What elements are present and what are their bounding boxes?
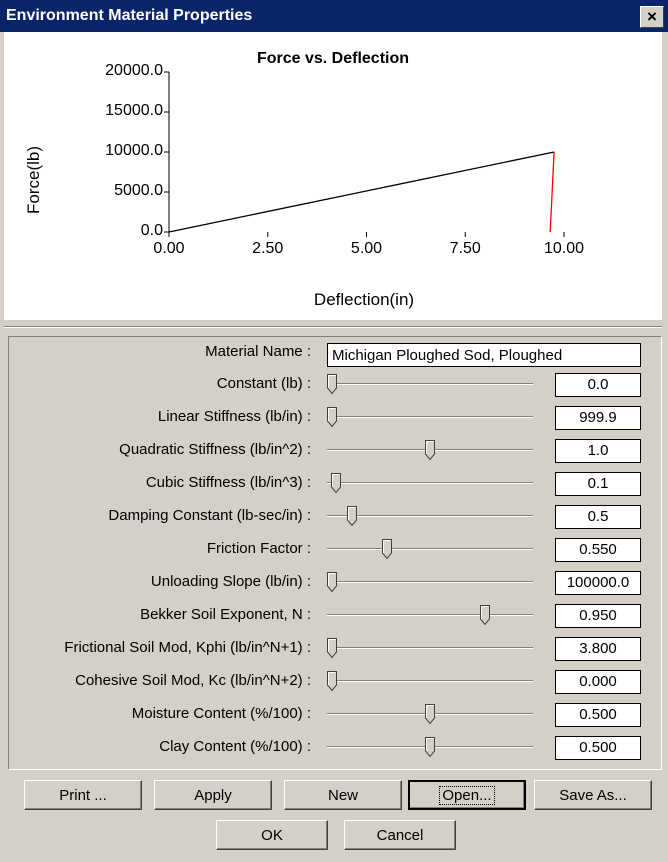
x-tick-label: 0.00 [153,240,185,257]
property-label: Cohesive Soil Mod, Kc (lb/in^N+2) : [75,672,311,689]
chart-panel: Force vs. Deflection 20000.0 15000.0 10000… [4,32,662,320]
property-row: Unloading Slope (lb/in) : 100000.0 [9,567,661,597]
property-row: Cohesive Soil Mod, Kc (lb/in^N+2) : 0.000 [9,666,661,696]
slider-track[interactable] [327,680,533,682]
slider-track[interactable] [327,383,533,385]
slider-thumb[interactable] [381,539,392,559]
property-value-input[interactable]: 0.000 [555,670,641,694]
property-value-input[interactable]: 0.550 [555,538,641,562]
property-label: Linear Stiffness (lb/in) : [157,408,311,425]
x-tick-label: 7.50 [449,240,481,257]
material-name-label: Material Name : [205,343,311,360]
property-value-input[interactable]: 0.0 [555,373,641,397]
y-tick-label: 15000.0 [105,102,163,119]
slider-track[interactable] [327,614,533,616]
y-tick-label: 5000.0 [114,182,163,199]
slider-thumb[interactable] [327,671,337,691]
open-button-label: Open... [439,786,495,805]
material-name-input[interactable]: Michigan Ploughed Sod, Ploughed [327,343,641,367]
properties-form: Material Name : Michigan Ploughed Sod, P… [8,336,662,770]
y-tick-label: 20000.0 [105,62,163,79]
property-label: Bekker Soil Exponent, N : [140,606,311,623]
material-name-row: Material Name : Michigan Ploughed Sod, P… [9,337,661,367]
property-row: Cubic Stiffness (lb/in^3) : 0.1 [9,468,661,498]
slider-track[interactable] [327,548,533,550]
property-label: Damping Constant (lb-sec/in) : [108,507,311,524]
property-row: Linear Stiffness (lb/in) : 999.9 [9,402,661,432]
slider-thumb[interactable] [425,704,435,724]
property-label: Clay Content (%/100) : [159,738,311,755]
new-button[interactable]: New [284,780,402,810]
x-axis-label: Deflection(in) [313,290,415,309]
save-as-button[interactable]: Save As... [534,780,652,810]
slider-thumb[interactable] [327,638,337,658]
slider-thumb[interactable] [327,374,337,394]
slider-thumb[interactable] [479,605,490,625]
chart-plot [164,71,565,237]
slider-track[interactable] [327,647,533,649]
y-tick-label: 10000.0 [105,142,163,159]
property-label: Moisture Content (%/100) : [131,705,311,722]
series-line-2 [549,151,555,233]
property-row: Quadratic Stiffness (lb/in^2) : 1.0 [9,435,661,465]
property-label: Unloading Slope (lb/in) : [150,573,311,590]
x-tick-label: 2.50 [252,240,284,257]
property-value-input[interactable]: 0.950 [555,604,641,628]
divider [4,326,662,328]
open-button[interactable]: Open... [408,780,526,810]
property-row: Constant (lb) : 0.0 [9,369,661,399]
slider-track[interactable] [327,482,533,484]
property-value-input[interactable]: 0.1 [555,472,641,496]
property-value-input[interactable]: 3.800 [555,637,641,661]
series-line-1 [168,151,555,233]
property-label: Cubic Stiffness (lb/in^3) : [145,474,311,491]
property-value-input[interactable]: 999.9 [555,406,641,430]
window-title: Environment Material Properties [6,7,253,24]
property-row: Damping Constant (lb-sec/in) : 0.5 [9,501,661,531]
y-tick-label: 0.0 [140,222,163,239]
property-value-input[interactable]: 0.5 [555,505,641,529]
ok-button[interactable]: OK [216,820,328,850]
slider-thumb[interactable] [327,572,337,592]
property-row: Moisture Content (%/100) : 0.500 [9,699,661,729]
property-label: Constant (lb) : [216,375,311,392]
property-value-input[interactable]: 0.500 [555,703,641,727]
close-icon: × [647,7,657,26]
slider-thumb[interactable] [327,407,337,427]
x-tick-label: 5.00 [350,240,383,257]
slider-track[interactable] [327,581,533,583]
cancel-button[interactable]: Cancel [344,820,456,850]
slider-track[interactable] [327,416,533,418]
close-button[interactable]: × [640,6,664,28]
property-row: Frictional Soil Mod, Kphi (lb/in^N+1) : 3… [9,633,661,663]
property-row: Clay Content (%/100) : 0.500 [9,732,661,762]
slider-thumb[interactable] [330,473,341,493]
property-label: Frictional Soil Mod, Kphi (lb/in^N+1) : [64,639,311,656]
chart-title: Force vs. Deflection [256,50,410,67]
property-value-input[interactable]: 1.0 [555,439,641,463]
slider-track[interactable] [327,515,533,517]
slider-thumb[interactable] [425,440,435,460]
property-label: Quadratic Stiffness (lb/in^2) : [119,441,311,458]
slider-thumb[interactable] [346,506,357,526]
property-row: Friction Factor : 0.550 [9,534,661,564]
title-bar: Environment Material Properties × [0,0,668,32]
apply-button[interactable]: Apply [154,780,272,810]
x-tick-label: 10.00 [543,240,585,257]
slider-thumb[interactable] [425,737,435,757]
property-value-input[interactable]: 100000.0 [555,571,641,595]
property-row: Bekker Soil Exponent, N : 0.950 [9,600,661,630]
property-label: Friction Factor : [206,540,311,557]
print-button[interactable]: Print ... [24,780,142,810]
property-value-input[interactable]: 0.500 [555,736,641,760]
